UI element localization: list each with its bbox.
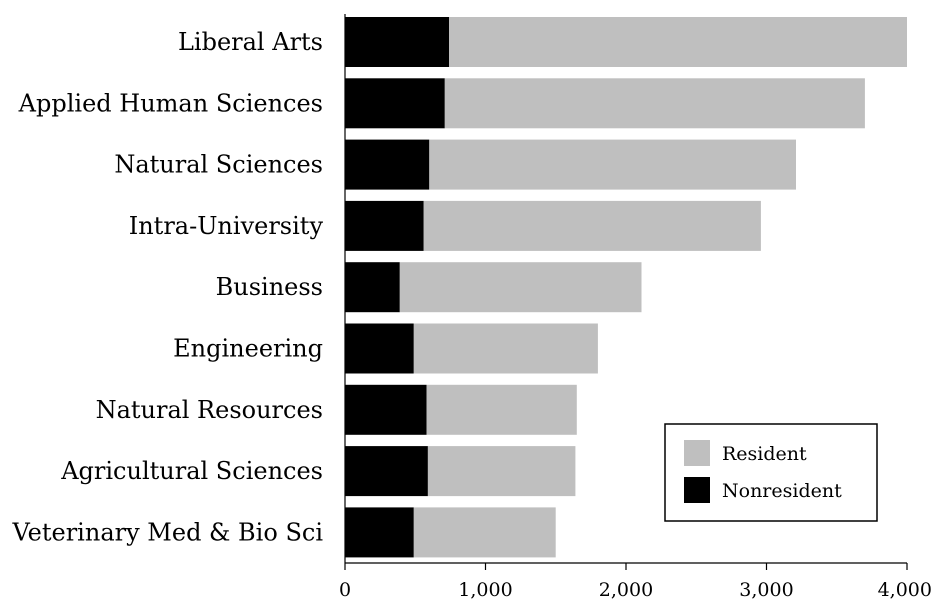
category-label-intra-university: Intra-University	[129, 212, 324, 240]
legend-label-resident: Resident	[722, 443, 807, 465]
bar-nonresident-applied-human-sciences	[345, 78, 445, 129]
legend-label-nonresident: Nonresident	[722, 480, 842, 502]
bar-nonresident-business	[345, 262, 400, 313]
x-axis-ticks: 0 1,000 2,000 3,000 4,000	[339, 563, 932, 601]
bar-nonresident-intra-university	[345, 200, 424, 251]
category-label-natural-sciences: Natural Sciences	[114, 151, 323, 179]
category-label-liberal-arts: Liberal Arts	[178, 28, 323, 56]
bars-group	[345, 17, 907, 558]
x-tick-label: 2,000	[599, 579, 653, 601]
category-label-business: Business	[216, 273, 323, 301]
category-label-applied-human-sciences: Applied Human Sciences	[18, 89, 323, 117]
bar-resident-agricultural-sciences	[427, 446, 576, 497]
x-tick-label: 4,000	[878, 579, 932, 601]
bar-resident-applied-human-sciences	[444, 78, 865, 129]
category-labels: Liberal Arts Applied Human Sciences Natura…	[12, 28, 324, 546]
x-tick-label: 0	[339, 579, 351, 601]
bar-nonresident-natural-sciences	[345, 139, 430, 190]
bar-resident-liberal-arts	[449, 17, 907, 67]
bar-resident-intra-university	[423, 200, 761, 251]
bar-nonresident-engineering	[345, 323, 414, 374]
category-label-veterinary-med-bio-sci: Veterinary Med & Bio Sci	[12, 518, 324, 546]
legend: Resident Nonresident	[664, 423, 878, 522]
bar-resident-business	[399, 262, 642, 313]
bar-resident-natural-sciences	[429, 139, 796, 190]
bar-nonresident-veterinary-med-bio-sci	[345, 507, 414, 558]
bar-nonresident-natural-resources	[345, 384, 427, 435]
category-label-agricultural-sciences: Agricultural Sciences	[60, 457, 323, 485]
x-tick-label: 1,000	[458, 579, 512, 601]
x-tick-label: 3,000	[739, 579, 793, 601]
legend-swatch-nonresident	[684, 477, 710, 503]
bar-resident-engineering	[413, 323, 598, 374]
bar-nonresident-agricultural-sciences	[345, 446, 428, 497]
bar-resident-natural-resources	[426, 384, 577, 435]
category-label-natural-resources: Natural Resources	[96, 396, 323, 424]
legend-box	[664, 423, 878, 522]
legend-swatch-resident	[684, 440, 710, 466]
bar-resident-veterinary-med-bio-sci	[413, 507, 556, 558]
bar-nonresident-liberal-arts	[345, 17, 449, 67]
category-label-engineering: Engineering	[173, 335, 323, 363]
